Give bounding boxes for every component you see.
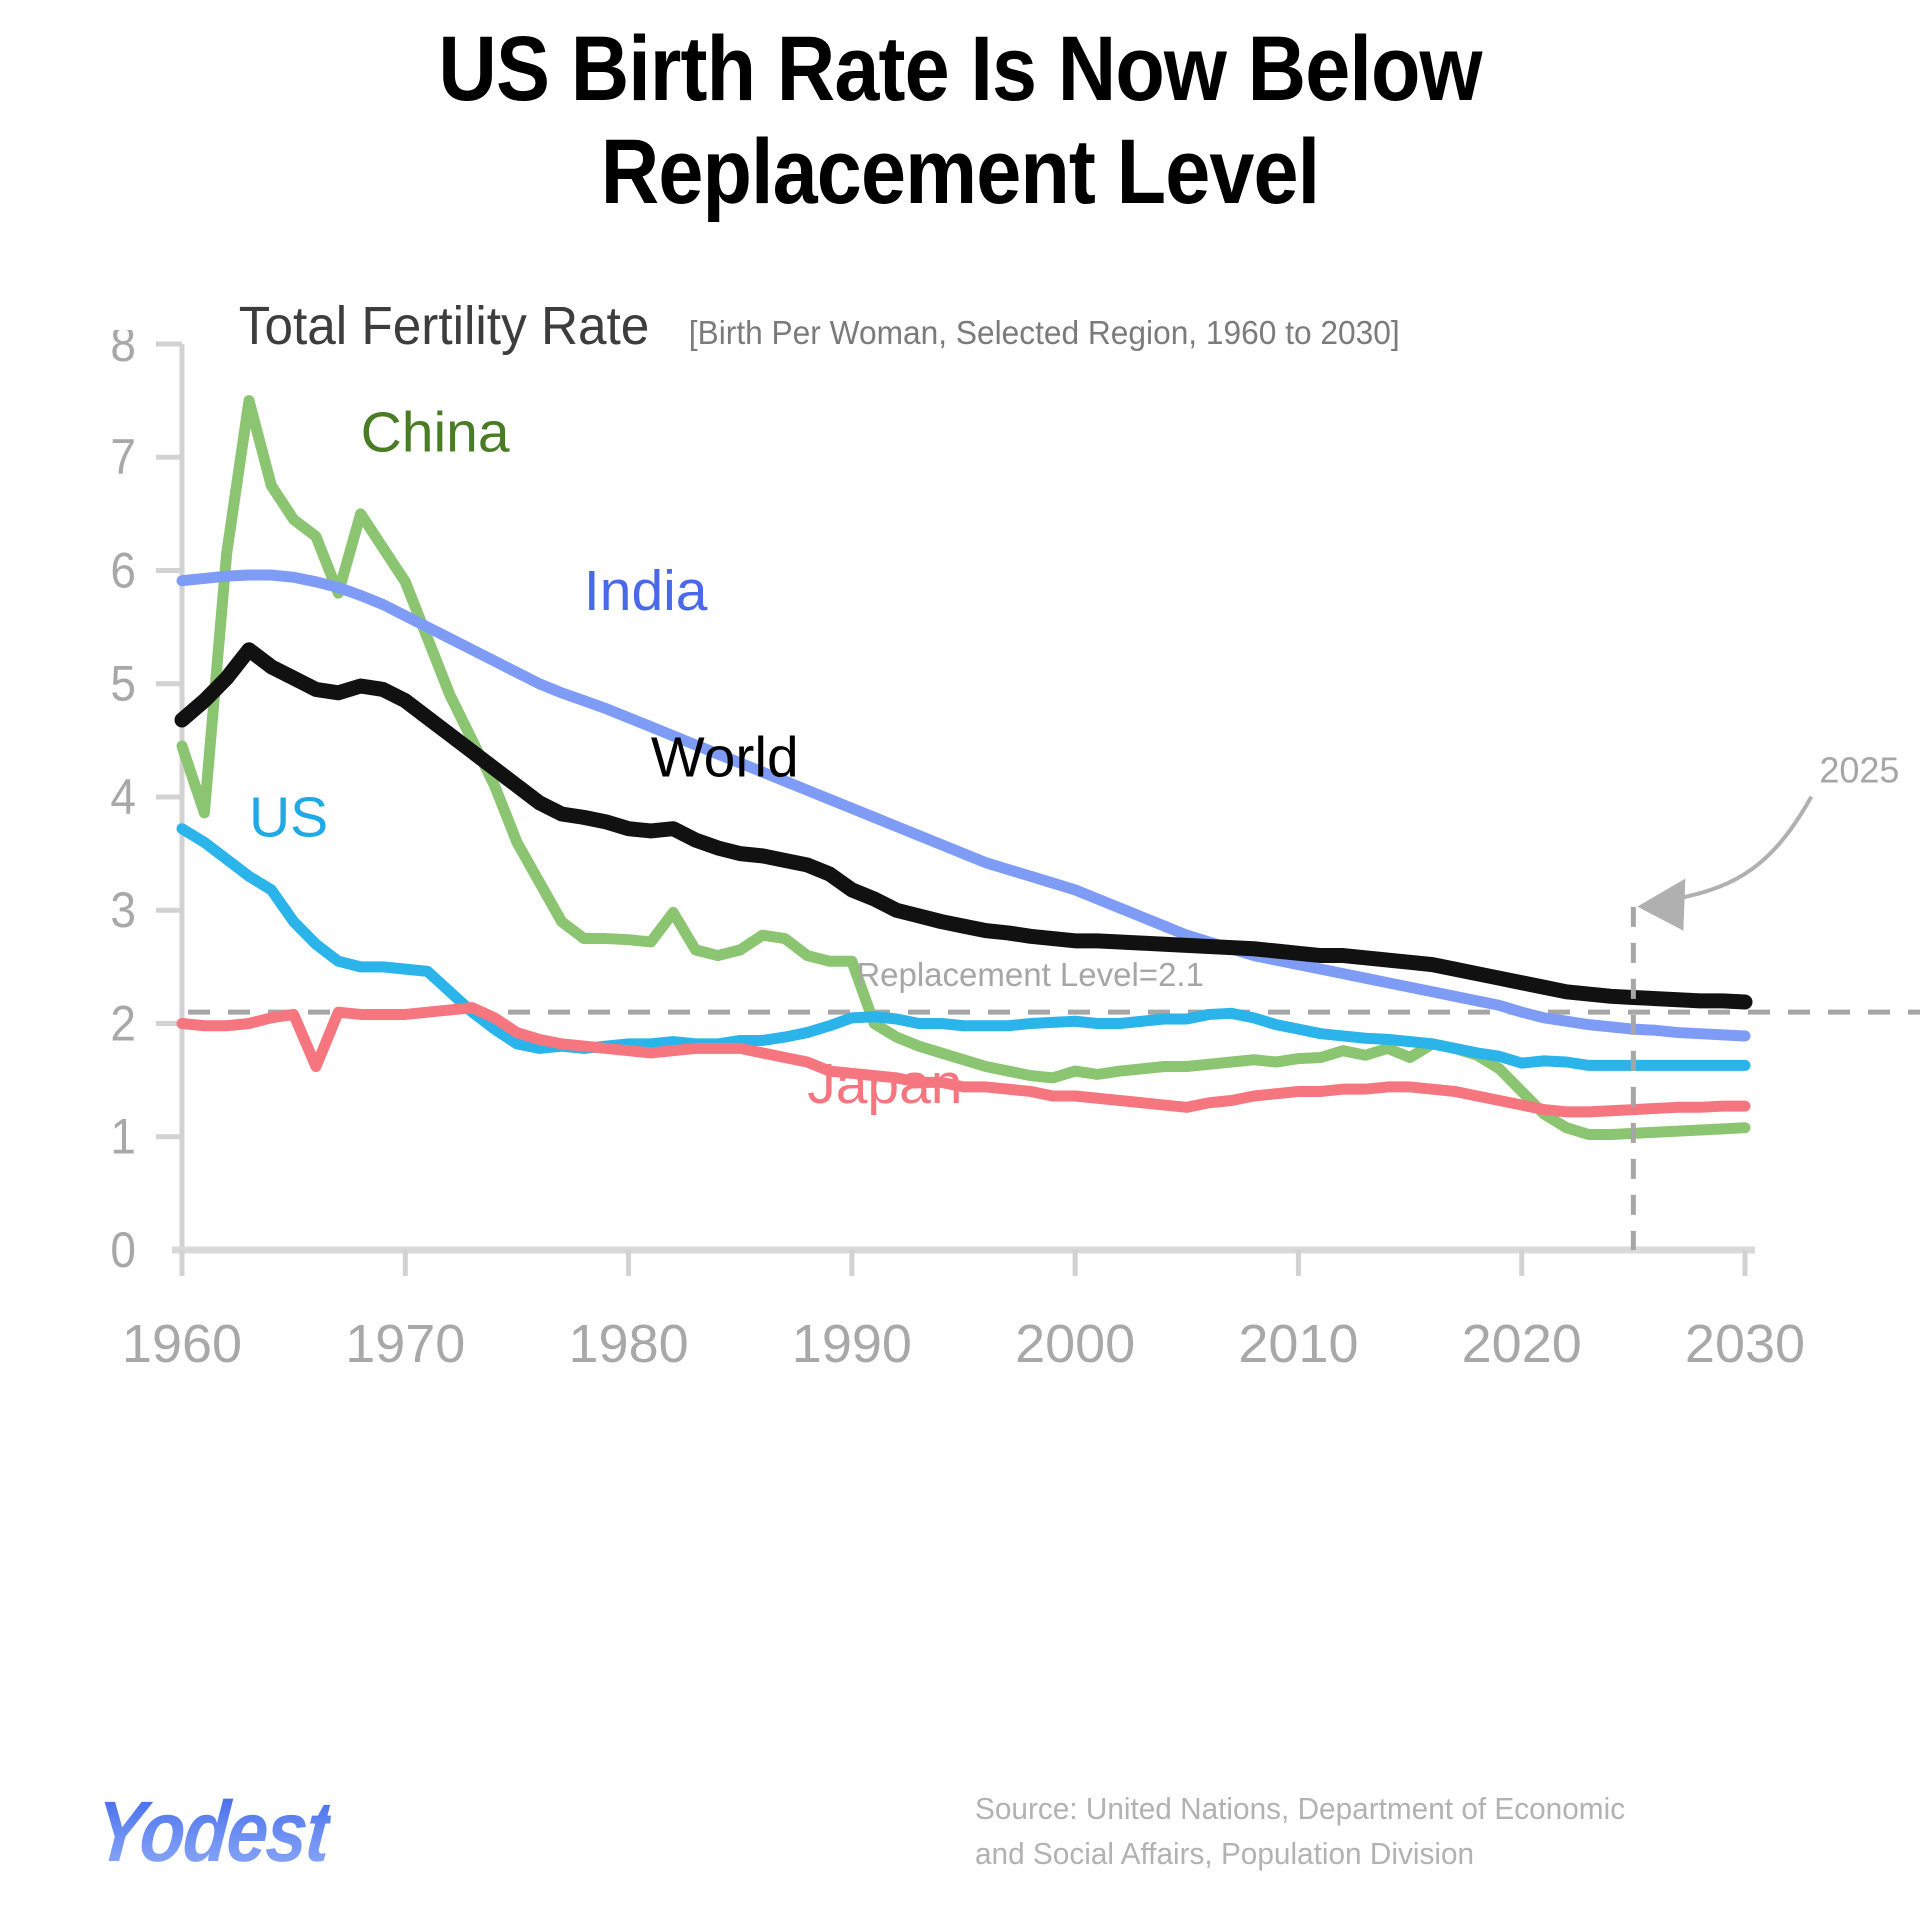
- y-tick-label: 3: [110, 884, 136, 939]
- year-marker-arrow: [1676, 795, 1814, 901]
- x-axis-tick-labels: 1960 1970 1980 1990 2000 2010 2020 2030: [122, 1314, 1805, 1374]
- page-title: US Birth Rate Is Now Below Replacement L…: [438, 18, 1482, 224]
- series-label-china: China: [361, 401, 510, 465]
- series-lines: [174, 395, 1753, 1140]
- x-tick-label: 1970: [345, 1314, 465, 1374]
- x-tick-label: 2000: [1015, 1314, 1135, 1374]
- y-tick-label: 0: [110, 1223, 136, 1278]
- replacement-level-label: Replacement Level=2.1: [856, 956, 1204, 993]
- x-tick-label: 2010: [1238, 1314, 1358, 1374]
- subtitle: Total Fertility Rate [Birth Per Woman, S…: [228, 295, 1415, 357]
- year-marker-label: 2025: [1819, 750, 1899, 791]
- y-axis-ticks: [156, 341, 182, 1140]
- y-tick-label: 5: [110, 657, 136, 712]
- series-line-india: [176, 569, 1751, 1042]
- x-axis-ticks: [179, 1250, 1748, 1276]
- y-tick-label: 1: [110, 1110, 136, 1165]
- fertility-line-chart: 0 1 2 3 4 5 6 7 8 1960 1970 1980 1990 2000 2010 2020 20…: [110, 330, 1920, 1374]
- series-line-us: [176, 823, 1751, 1071]
- x-tick-label: 1960: [122, 1314, 242, 1374]
- series-line-japan: [176, 1002, 1751, 1118]
- series-label-india: India: [584, 559, 708, 623]
- chart-area: 0 1 2 3 4 5 6 7 8 1960 1970 1980 1990 2000 2010 2020 20…: [0, 330, 1920, 1510]
- series-inline-labels: China India World US Japan: [249, 401, 963, 1116]
- series-line-china: [176, 395, 1751, 1140]
- y-tick-label: 7: [110, 431, 136, 486]
- x-tick-label: 2030: [1685, 1314, 1805, 1374]
- source-note: Source: United Nations, Department of Ec…: [975, 1791, 1626, 1871]
- y-axis-tick-labels: 0 1 2 3 4 5 6 7 8: [110, 330, 136, 1278]
- subtitle-main: Total Fertility Rate: [238, 296, 650, 356]
- yodest-logo: Yodest: [91, 1784, 334, 1880]
- subtitle-bracket: [Birth Per Woman, Selected Region, 1960 …: [688, 314, 1400, 351]
- y-tick-label: 2: [110, 997, 136, 1052]
- series-label-world: World: [651, 726, 799, 790]
- footer: Yodest Source: United Nations, Departmen…: [0, 1775, 1920, 1907]
- x-tick-label: 1980: [569, 1314, 689, 1374]
- y-tick-label: 8: [110, 330, 136, 372]
- series-label-japan: Japan: [807, 1052, 962, 1116]
- year-marker-arrowhead: [1637, 878, 1686, 931]
- series-label-us: US: [249, 786, 328, 850]
- series-line-world: [174, 642, 1753, 1010]
- x-tick-label: 1990: [792, 1314, 912, 1374]
- y-tick-label: 6: [110, 544, 136, 599]
- y-tick-label: 4: [110, 770, 136, 825]
- x-tick-label: 2020: [1462, 1314, 1582, 1374]
